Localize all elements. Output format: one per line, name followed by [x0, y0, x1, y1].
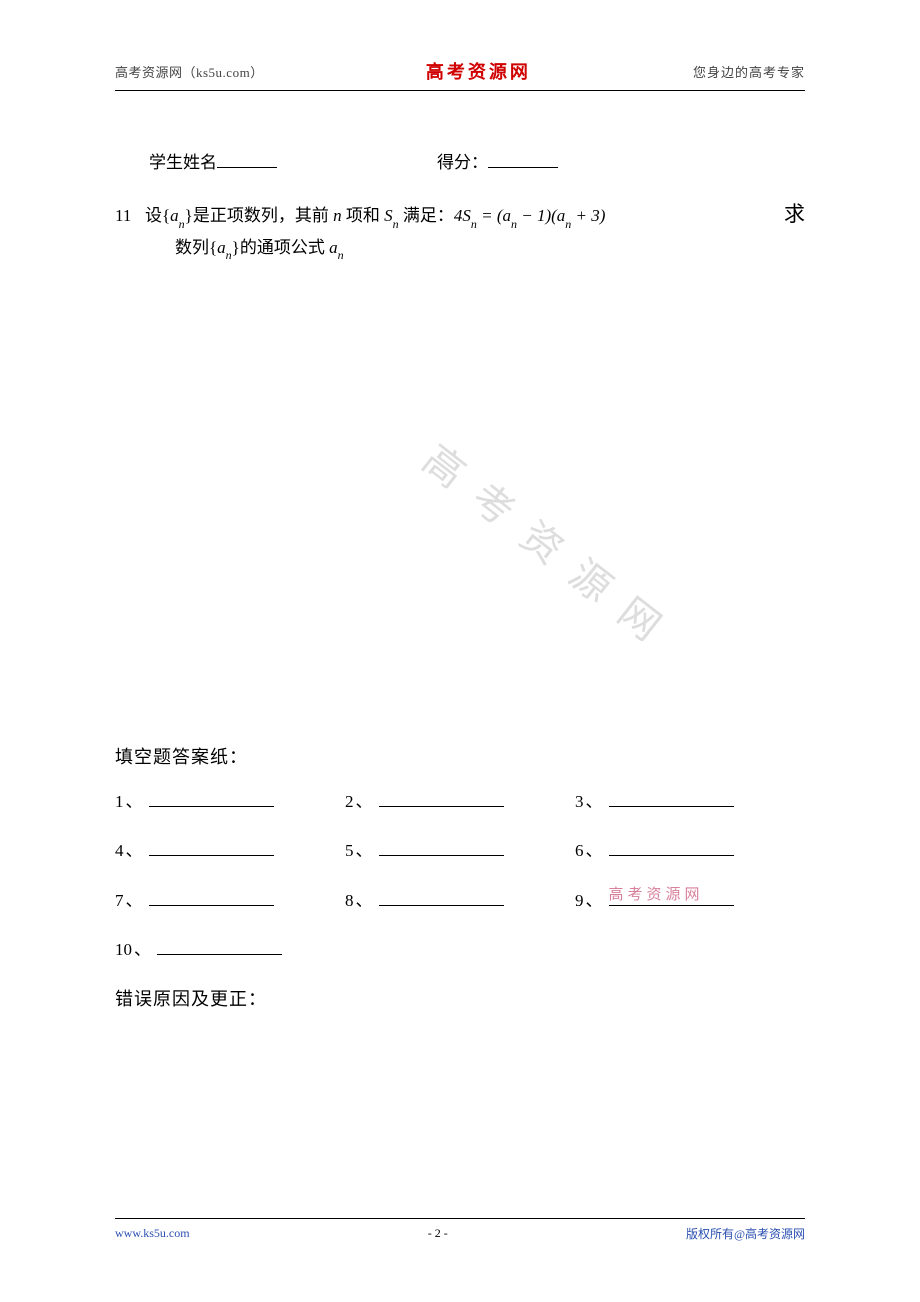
- q2-text-a: 数列: [175, 238, 209, 257]
- var-a-2: a: [217, 238, 226, 257]
- answer-cell-2: 2、: [345, 788, 575, 815]
- question-qiu: 求: [784, 198, 805, 232]
- answer-cell-3: 3、: [575, 788, 805, 815]
- q-text-c: 项和: [346, 206, 380, 225]
- question-line2: 数列{an}的通项公式 an: [175, 234, 805, 264]
- answer-cell-4: 4、: [115, 837, 345, 864]
- brace-close-2: }: [232, 238, 240, 257]
- footer-url: www.ks5u.com: [115, 1226, 190, 1241]
- q-text-d: 满足：: [403, 206, 454, 225]
- page-header: 高考资源网（ks5u.com） 高考资源网 您身边的高考专家: [115, 58, 805, 88]
- brace-close: }: [185, 206, 193, 225]
- brace-open-2: {: [209, 238, 217, 257]
- var-a: a: [170, 206, 179, 225]
- correction-title: 错误原因及更正：: [115, 985, 805, 1014]
- name-score-row: 学生姓名 得分：: [115, 149, 805, 176]
- answer-cell-5: 5、: [345, 837, 575, 864]
- ans-num-10: 10: [115, 936, 132, 963]
- var-n: n: [333, 206, 342, 225]
- watermark: 高考资源网: [408, 429, 692, 670]
- answer-cell-7: 7、: [115, 887, 345, 914]
- answer-cell-8: 8、: [345, 887, 575, 914]
- question-line1: 设{an}是正项数列，其前 n 项和 Sn 满足：4Sn = (an − 1)(…: [145, 202, 754, 232]
- ans-blank-4[interactable]: [149, 840, 274, 856]
- answer-cell-1: 1、: [115, 788, 345, 815]
- answer-section: 填空题答案纸： 1、 2、 3、 4、 5、 6、 7、 8、 9、高考资源网: [115, 743, 805, 1013]
- ans-num-4: 4: [115, 837, 124, 864]
- ans-num-1: 1: [115, 788, 124, 815]
- header-center-brand: 高考资源网: [426, 58, 531, 84]
- score-field: 得分：: [437, 149, 558, 176]
- answer-grid: 1、 2、 3、 4、 5、 6、 7、 8、 9、高考资源网 10、: [115, 788, 805, 963]
- ans-blank-1[interactable]: [149, 791, 274, 807]
- header-left-text: 高考资源网（ks5u.com）: [115, 62, 264, 81]
- q-text-a: 设: [145, 206, 162, 225]
- brace-open: {: [162, 206, 170, 225]
- sub-n-2: n: [393, 217, 399, 231]
- ans-num-2: 2: [345, 788, 354, 815]
- student-name-label: 学生姓名: [149, 153, 217, 172]
- q-text-b: 是正项数列，其前: [193, 206, 329, 225]
- sub-n: n: [179, 217, 185, 231]
- ans-num-6: 6: [575, 837, 584, 864]
- answer-cell-10: 10、: [115, 936, 345, 963]
- ans-blank-2[interactable]: [379, 791, 504, 807]
- ans-blank-10[interactable]: [157, 939, 282, 955]
- ans-blank-3[interactable]: [609, 791, 734, 807]
- q2-text-b: 的通项公式: [240, 238, 325, 257]
- var-a-3: a: [329, 238, 338, 257]
- ans-blank-5[interactable]: [379, 840, 504, 856]
- sub-n-4: n: [338, 248, 344, 262]
- answer-cell-6: 6、: [575, 837, 805, 864]
- question-number: 11: [115, 202, 145, 229]
- score-label: 得分：: [437, 153, 488, 172]
- ans-num-3: 3: [575, 788, 584, 815]
- ans-blank-8[interactable]: [379, 889, 504, 905]
- ans-9-watermark: 高考资源网: [609, 883, 704, 907]
- page-footer: www.ks5u.com - 2 - 版权所有@高考资源网: [115, 1218, 805, 1242]
- score-blank[interactable]: [488, 152, 558, 168]
- page-number: - 2 -: [428, 1226, 448, 1241]
- ans-blank-9[interactable]: 高考资源网: [609, 889, 734, 905]
- ans-num-9: 9: [575, 887, 584, 914]
- student-name-blank[interactable]: [217, 152, 277, 168]
- ans-num-5: 5: [345, 837, 354, 864]
- ans-num-7: 7: [115, 887, 124, 914]
- var-s: S: [384, 206, 393, 225]
- header-right-text: 您身边的高考专家: [693, 62, 805, 81]
- footer-copyright: 版权所有@高考资源网: [686, 1225, 805, 1242]
- answer-cell-9: 9、高考资源网: [575, 887, 805, 914]
- sub-n-3: n: [226, 248, 232, 262]
- question-11: 11 设{an}是正项数列，其前 n 项和 Sn 满足：4Sn = (an − …: [115, 198, 805, 263]
- answer-sheet-title: 填空题答案纸：: [115, 743, 805, 772]
- ans-blank-7[interactable]: [149, 889, 274, 905]
- ans-blank-6[interactable]: [609, 840, 734, 856]
- ans-num-8: 8: [345, 887, 354, 914]
- student-name-field: 学生姓名: [149, 149, 277, 176]
